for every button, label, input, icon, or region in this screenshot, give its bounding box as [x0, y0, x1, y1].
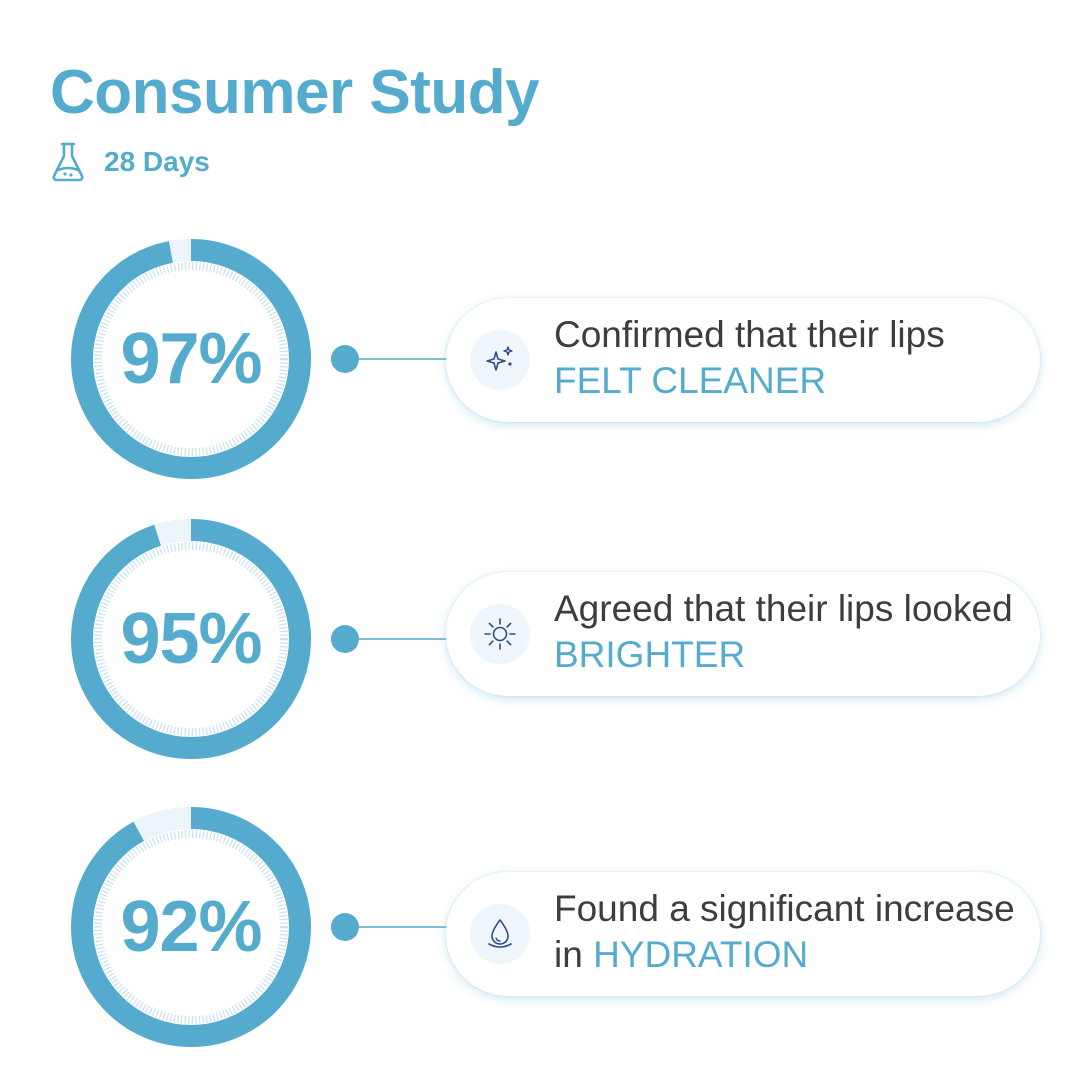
percent-value: 97%	[68, 236, 314, 482]
duration-label: 28 Days	[104, 146, 210, 178]
progress-ring: 97%	[68, 236, 314, 482]
stat-card: Found a significant increase in HYDRATIO…	[446, 872, 1040, 996]
connector	[330, 344, 450, 374]
stat-text: Agreed that their lips looked	[554, 588, 1013, 629]
stat-highlight: FELT CLEANER	[554, 360, 826, 401]
study-duration: 28 Days	[50, 140, 210, 184]
water-drop-icon	[484, 917, 516, 951]
icon-badge	[470, 330, 530, 390]
page-title: Consumer Study	[50, 58, 539, 128]
progress-ring: 92%	[68, 804, 314, 1050]
sun-icon	[483, 617, 517, 651]
percent-value: 95%	[68, 516, 314, 762]
flask-icon	[50, 140, 86, 184]
stat-description: Confirmed that their lips FELT CLEANER	[554, 312, 1034, 404]
stat-highlight: BRIGHTER	[554, 634, 745, 675]
icon-badge	[470, 904, 530, 964]
connector	[330, 912, 450, 942]
connector	[330, 624, 450, 654]
stat-row: 95% Agreed that their lips looked BRIGHT…	[0, 516, 1080, 766]
stat-row: 92% Found a significant increase in HYDR…	[0, 804, 1080, 1054]
stat-text: Confirmed that their lips	[554, 314, 945, 355]
progress-ring: 95%	[68, 516, 314, 762]
sparkles-icon	[484, 344, 516, 376]
stat-description: Found a significant increase in HYDRATIO…	[554, 886, 1034, 978]
stat-row: 97% Confirmed that their lips FELT CLEAN…	[0, 236, 1080, 486]
stat-highlight: HYDRATION	[593, 934, 808, 975]
stat-card: Confirmed that their lips FELT CLEANER	[446, 298, 1040, 422]
icon-badge	[470, 604, 530, 664]
stat-description: Agreed that their lips looked BRIGHTER	[554, 586, 1034, 678]
stat-card: Agreed that their lips looked BRIGHTER	[446, 572, 1040, 696]
percent-value: 92%	[68, 804, 314, 1050]
